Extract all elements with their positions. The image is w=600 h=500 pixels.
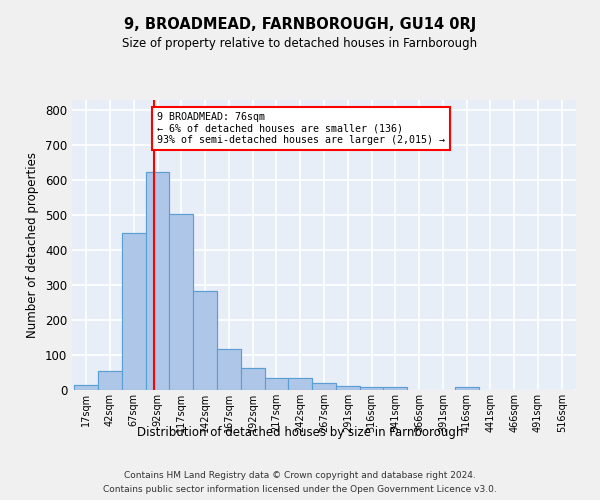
Bar [336, 386, 359, 390]
Bar [289, 378, 312, 390]
Bar [241, 368, 265, 390]
Text: Distribution of detached houses by size in Farnborough: Distribution of detached houses by size … [137, 426, 463, 439]
Bar [98, 371, 122, 390]
Text: Contains HM Land Registry data © Crown copyright and database right 2024.: Contains HM Land Registry data © Crown c… [124, 472, 476, 480]
Bar [122, 233, 146, 390]
Bar [265, 378, 289, 390]
Bar [193, 292, 217, 390]
Bar [98, 371, 122, 390]
Bar [383, 387, 407, 390]
Bar [193, 292, 217, 390]
Text: 9, BROADMEAD, FARNBOROUGH, GU14 0RJ: 9, BROADMEAD, FARNBOROUGH, GU14 0RJ [124, 18, 476, 32]
Y-axis label: Number of detached properties: Number of detached properties [26, 152, 40, 338]
Bar [146, 172, 169, 390]
Bar [312, 383, 336, 390]
Bar [383, 387, 407, 390]
Bar [455, 387, 479, 390]
Bar [241, 368, 265, 390]
Bar [122, 233, 146, 390]
Bar [336, 386, 359, 390]
Bar [146, 172, 169, 390]
Bar [312, 383, 336, 390]
Bar [74, 386, 98, 390]
Bar [169, 214, 193, 390]
Text: Size of property relative to detached houses in Farnborough: Size of property relative to detached ho… [122, 38, 478, 51]
Text: 9 BROADMEAD: 76sqm
← 6% of detached houses are smaller (136)
93% of semi-detache: 9 BROADMEAD: 76sqm ← 6% of detached hous… [157, 112, 445, 146]
Bar [289, 378, 312, 390]
Bar [359, 386, 383, 390]
Bar [359, 386, 383, 390]
Bar [169, 214, 193, 390]
Bar [455, 387, 479, 390]
Bar [217, 349, 241, 390]
Bar [265, 378, 289, 390]
Bar [74, 386, 98, 390]
Text: Contains public sector information licensed under the Open Government Licence v3: Contains public sector information licen… [103, 486, 497, 494]
Bar [217, 349, 241, 390]
